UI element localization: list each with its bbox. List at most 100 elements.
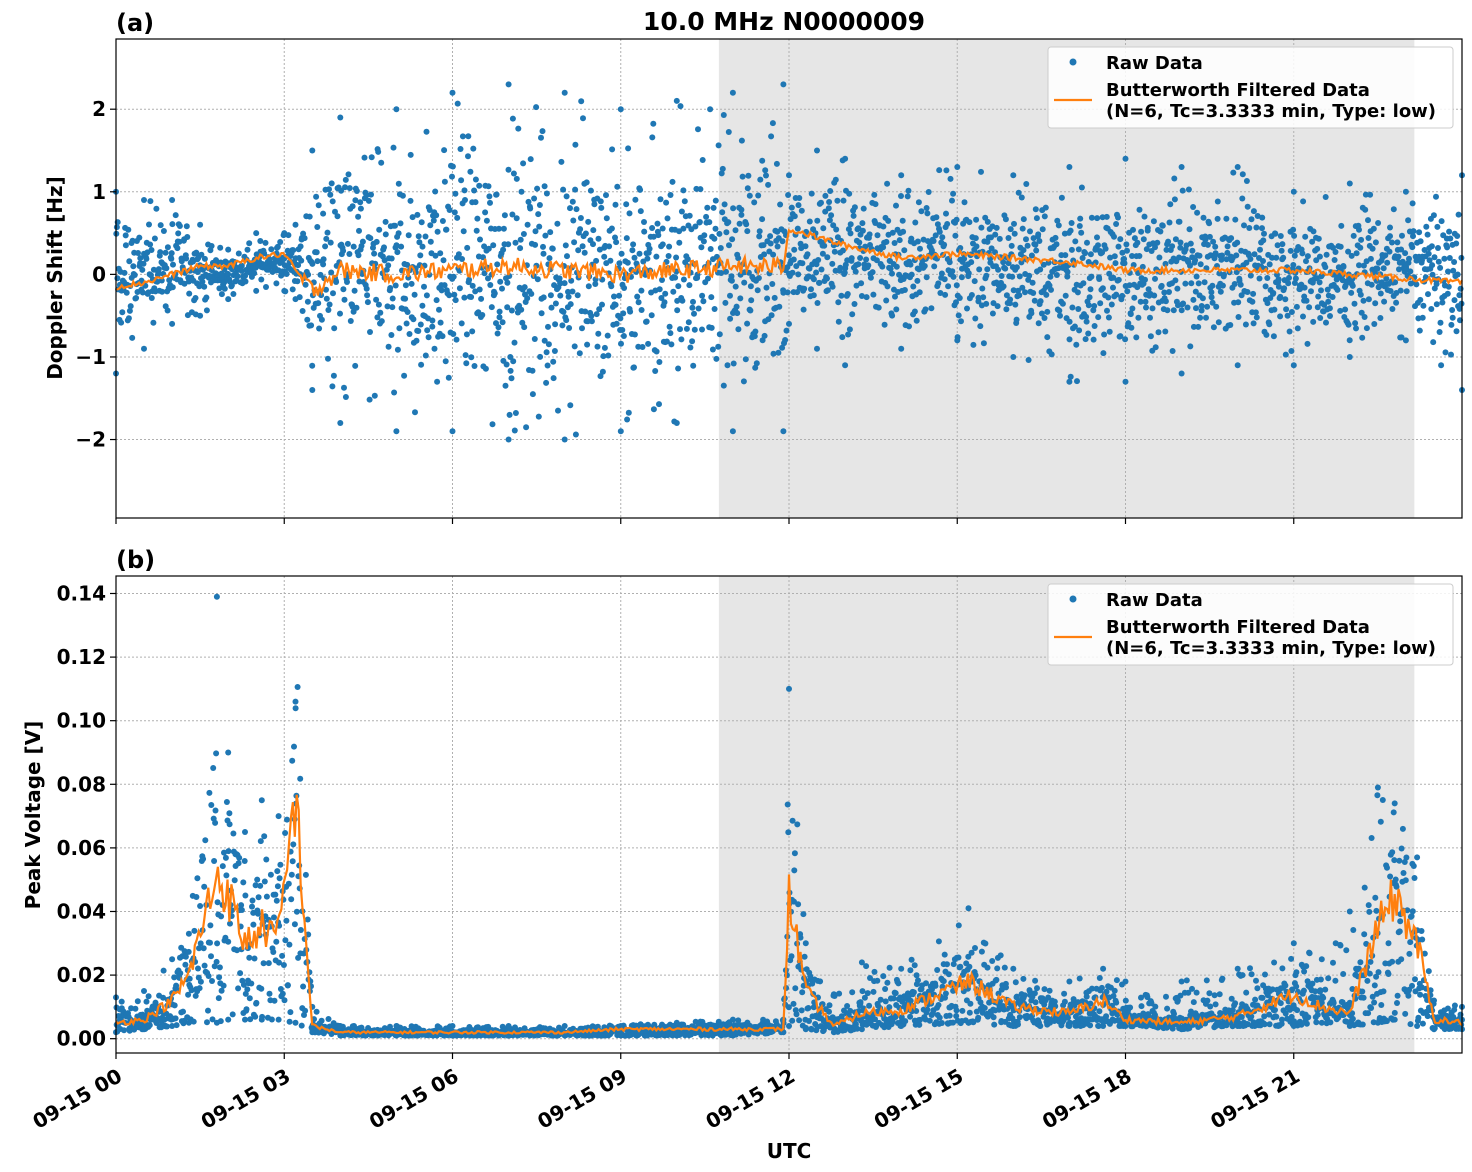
raw-data-point: [847, 230, 854, 237]
raw-data-point: [494, 261, 501, 268]
raw-data-point: [320, 210, 327, 217]
raw-data-point: [1089, 985, 1095, 992]
raw-data-point: [1053, 272, 1060, 278]
raw-data-point: [1446, 228, 1453, 235]
raw-data-point: [699, 157, 706, 163]
raw-data-point: [1371, 321, 1378, 327]
raw-data-point: [975, 1014, 982, 1021]
raw-data-point: [741, 279, 748, 286]
raw-data-point: [852, 1021, 859, 1028]
raw-data-point: [472, 199, 479, 206]
legend-raw-label: Raw Data: [1106, 53, 1203, 74]
raw-data-point: [340, 286, 347, 293]
raw-data-point: [994, 303, 1001, 310]
raw-data-point: [945, 971, 952, 978]
raw-data-point: [554, 220, 561, 227]
raw-data-point: [127, 303, 134, 310]
raw-data-point: [118, 998, 125, 1005]
raw-data-point: [355, 213, 362, 220]
raw-data-point: [835, 299, 842, 306]
raw-data-point: [1292, 275, 1299, 282]
raw-data-point: [364, 292, 371, 299]
raw-data-point: [494, 330, 501, 337]
raw-data-point: [1365, 217, 1371, 224]
raw-data-point: [1098, 984, 1105, 991]
raw-data-point: [510, 358, 517, 365]
raw-data-point: [1430, 339, 1437, 346]
raw-data-point: [342, 176, 349, 183]
raw-data-point: [1377, 315, 1384, 321]
raw-data-point: [382, 231, 389, 238]
raw-data-point: [255, 910, 261, 917]
raw-data-point: [1086, 294, 1093, 301]
raw-data-point: [779, 238, 786, 245]
raw-data-point: [844, 1003, 851, 1009]
raw-data-point: [950, 273, 957, 280]
raw-data-point: [898, 172, 905, 179]
raw-data-point: [871, 191, 878, 198]
raw-data-point: [1277, 313, 1284, 320]
raw-data-point: [505, 436, 512, 443]
raw-data-point: [482, 209, 489, 216]
raw-data-point: [1300, 198, 1307, 205]
raw-data-point: [1456, 292, 1463, 299]
raw-data-point: [1409, 200, 1416, 207]
raw-data-point: [1102, 245, 1109, 252]
raw-data-point: [220, 982, 227, 989]
raw-data-point: [603, 192, 609, 199]
raw-data-point: [449, 163, 456, 170]
raw-data-point: [747, 283, 754, 290]
raw-data-point: [332, 208, 338, 215]
raw-data-point: [536, 223, 543, 230]
raw-data-point: [196, 945, 202, 952]
raw-data-point: [540, 294, 547, 301]
raw-data-point: [564, 253, 570, 260]
raw-data-point: [1124, 247, 1130, 254]
raw-data-point: [351, 287, 358, 294]
raw-data-point: [1117, 236, 1124, 243]
raw-data-point: [318, 292, 325, 299]
raw-data-point: [314, 258, 321, 265]
raw-data-point: [784, 801, 791, 808]
raw-data-point: [824, 254, 831, 261]
raw-data-point: [1178, 370, 1185, 377]
raw-data-point: [844, 291, 851, 297]
raw-data-point: [973, 216, 980, 223]
raw-data-point: [1087, 251, 1094, 258]
raw-data-point: [910, 283, 917, 290]
raw-data-point: [1115, 243, 1122, 250]
raw-data-point: [995, 990, 1002, 997]
raw-data-point: [314, 224, 321, 230]
raw-data-point: [505, 241, 512, 248]
raw-data-point: [1082, 250, 1089, 257]
raw-data-point: [1203, 314, 1209, 321]
raw-data-point: [418, 219, 425, 226]
raw-data-point: [808, 1026, 815, 1033]
raw-data-point: [918, 208, 925, 215]
raw-data-point: [650, 406, 657, 413]
raw-data-point: [1012, 301, 1019, 308]
raw-data-point: [893, 263, 900, 270]
raw-data-point: [544, 362, 551, 369]
raw-data-point: [1433, 193, 1439, 200]
raw-data-point: [631, 364, 637, 371]
raw-data-point: [221, 285, 228, 292]
raw-data-point: [859, 220, 866, 227]
raw-data-point: [192, 295, 199, 301]
raw-data-point: [801, 285, 808, 292]
raw-data-point: [366, 396, 373, 403]
raw-data-point: [1039, 226, 1046, 233]
raw-data-point: [458, 177, 465, 184]
raw-data-point: [780, 81, 787, 88]
raw-data-point: [941, 951, 948, 958]
raw-data-point: [171, 974, 178, 981]
raw-data-point: [174, 245, 181, 252]
raw-data-point: [488, 304, 495, 311]
raw-data-point: [761, 251, 768, 258]
raw-data-point: [175, 230, 182, 237]
raw-data-point: [816, 279, 823, 286]
raw-data-point: [952, 232, 959, 239]
raw-data-point: [323, 295, 330, 302]
raw-data-point: [415, 233, 422, 240]
raw-data-point: [1013, 993, 1020, 1000]
